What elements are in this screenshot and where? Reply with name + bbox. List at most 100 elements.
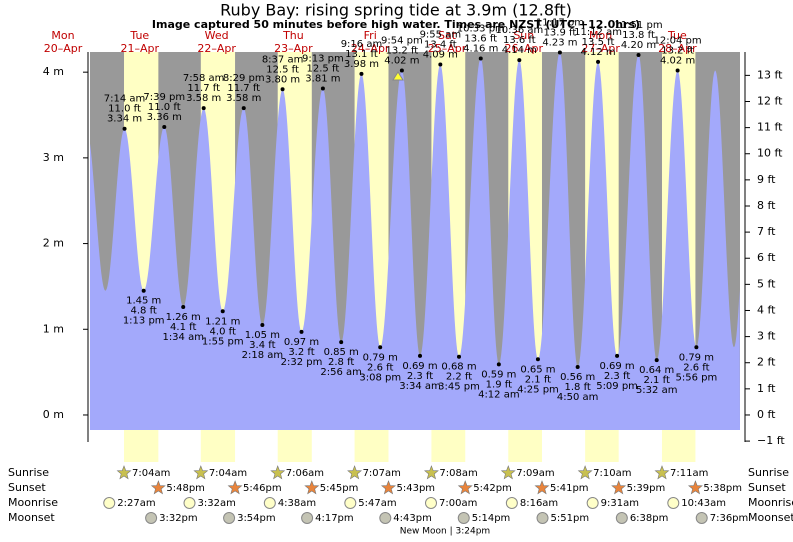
day-date: 28–Apr (658, 42, 697, 55)
extreme-metres: 3.98 m (344, 59, 379, 70)
day-date: 21–Apr (121, 42, 160, 55)
extreme-time: 8:37 am (262, 54, 304, 65)
y-tick-label: 1 m (43, 322, 64, 335)
sunset-icon (457, 480, 473, 495)
extreme-point (517, 58, 522, 63)
event-time: 7:10am (593, 468, 631, 479)
event-time: 10:43am (681, 498, 726, 509)
extreme-feet: 13.8 ft (622, 30, 655, 41)
extreme-point (418, 353, 423, 358)
extreme-time: 7:39 pm (143, 92, 185, 103)
extreme-metres: 4.23 m (542, 37, 577, 48)
extreme-metres: 1.45 m (126, 296, 161, 307)
day-name: Thu (282, 29, 304, 42)
extreme-time: 1:13 pm (123, 316, 165, 327)
day-date: 24–Apr (351, 42, 390, 55)
extreme-point (359, 71, 364, 76)
row-label: Sunrise (8, 466, 49, 479)
event-time: 4:17pm (315, 513, 354, 524)
extreme-feet: 12.5 ft (307, 63, 340, 74)
moonset-icon (695, 512, 708, 524)
extreme-time: 5:09 pm (596, 381, 638, 392)
event-time: 5:41pm (550, 483, 589, 494)
extreme-point (260, 322, 265, 327)
extreme-point (241, 106, 246, 111)
extreme-time: 9:55 am (420, 29, 462, 40)
moonset-icon (457, 512, 470, 524)
row-label: Moonset (8, 511, 55, 524)
extreme-time: 2:32 pm (281, 357, 323, 368)
extreme-feet: 2.6 ft (683, 362, 709, 373)
extreme-time: 12:04 pm (654, 35, 702, 46)
event-time: 4:38am (278, 498, 316, 509)
sunset-icon (380, 480, 397, 495)
extreme-feet: 2.3 ft (604, 371, 630, 382)
row-label: Moonrise (748, 496, 793, 509)
extreme-time: 9:54 pm (381, 35, 423, 46)
extreme-time: 11:51 pm (614, 20, 662, 31)
extreme-point (339, 340, 344, 345)
extreme-metres: 0.64 m (639, 365, 674, 376)
extreme-feet: 2.3 ft (407, 371, 433, 382)
extreme-time: 2:56 am (320, 367, 362, 378)
event-time: 3:32am (198, 498, 236, 509)
event-time: 7:11am (670, 468, 708, 479)
extreme-feet: 1.8 ft (564, 382, 590, 393)
extreme-time: 3:08 pm (359, 372, 401, 383)
extreme-point (320, 86, 325, 91)
event-time: 5:47am (358, 498, 396, 509)
extreme-metres: 4.02 m (384, 55, 419, 66)
extreme-feet: 13.1 ft (345, 49, 378, 60)
extreme-metres: 0.79 m (363, 352, 398, 363)
extreme-point (675, 68, 680, 73)
day-name: Tue (129, 29, 149, 42)
extreme-metres: 3.58 m (226, 93, 261, 104)
extreme-metres: 3.34 m (107, 114, 142, 125)
extreme-point (654, 358, 659, 363)
day-date: 22–Apr (197, 42, 236, 55)
moonrise-icon (183, 497, 196, 509)
extreme-time: 11:12 am (574, 27, 622, 38)
extreme-time: 5:32 am (636, 385, 678, 396)
row-label: Sunrise (748, 466, 789, 479)
extreme-feet: 11.7 ft (227, 83, 260, 94)
event-time: 2:27am (117, 498, 155, 509)
event-time: 3:32pm (159, 513, 198, 524)
extreme-metres: 4.14 m (502, 45, 537, 56)
extreme-feet: 13.2 ft (386, 45, 419, 56)
extreme-time: 7:58 am (183, 73, 225, 84)
moonset-icon (536, 512, 549, 524)
day-date: 20–Apr (44, 42, 83, 55)
extreme-feet: 13.6 ft (503, 35, 536, 46)
y2-tick-label: −1 ft (757, 434, 785, 447)
event-time: 4:43pm (393, 513, 432, 524)
extreme-metres: 0.85 m (324, 347, 359, 358)
extreme-metres: 0.68 m (441, 362, 476, 373)
y2-tick-label: 9 ft (757, 173, 776, 186)
moonset-icon (615, 512, 628, 524)
row-label: Sunset (748, 481, 786, 494)
event-time: 8:16am (520, 498, 558, 509)
extreme-point (201, 106, 206, 111)
extreme-point (141, 288, 146, 293)
extreme-feet: 4.0 ft (210, 326, 236, 337)
extreme-feet: 13.2 ft (661, 45, 694, 56)
sunset-icon (611, 480, 627, 495)
sunrise-icon (577, 465, 593, 480)
day-name: Sat (438, 29, 457, 42)
extreme-point (122, 126, 127, 131)
extreme-feet: 11.7 ft (187, 83, 220, 94)
day-date: 23–Apr (274, 42, 313, 55)
y-tick-label: 3 m (43, 151, 64, 164)
sunrise-icon (654, 465, 670, 480)
moonset-icon (145, 512, 158, 524)
extreme-point (280, 87, 285, 92)
extreme-time: 9:13 pm (302, 53, 344, 64)
event-time: 7:04am (209, 468, 247, 479)
extreme-metres: 0.56 m (560, 372, 595, 383)
extreme-metres: 0.59 m (481, 369, 516, 380)
y2-tick-label: 12 ft (757, 94, 783, 107)
extreme-metres: 1.21 m (205, 316, 240, 327)
row-label: Moonset (748, 511, 793, 524)
